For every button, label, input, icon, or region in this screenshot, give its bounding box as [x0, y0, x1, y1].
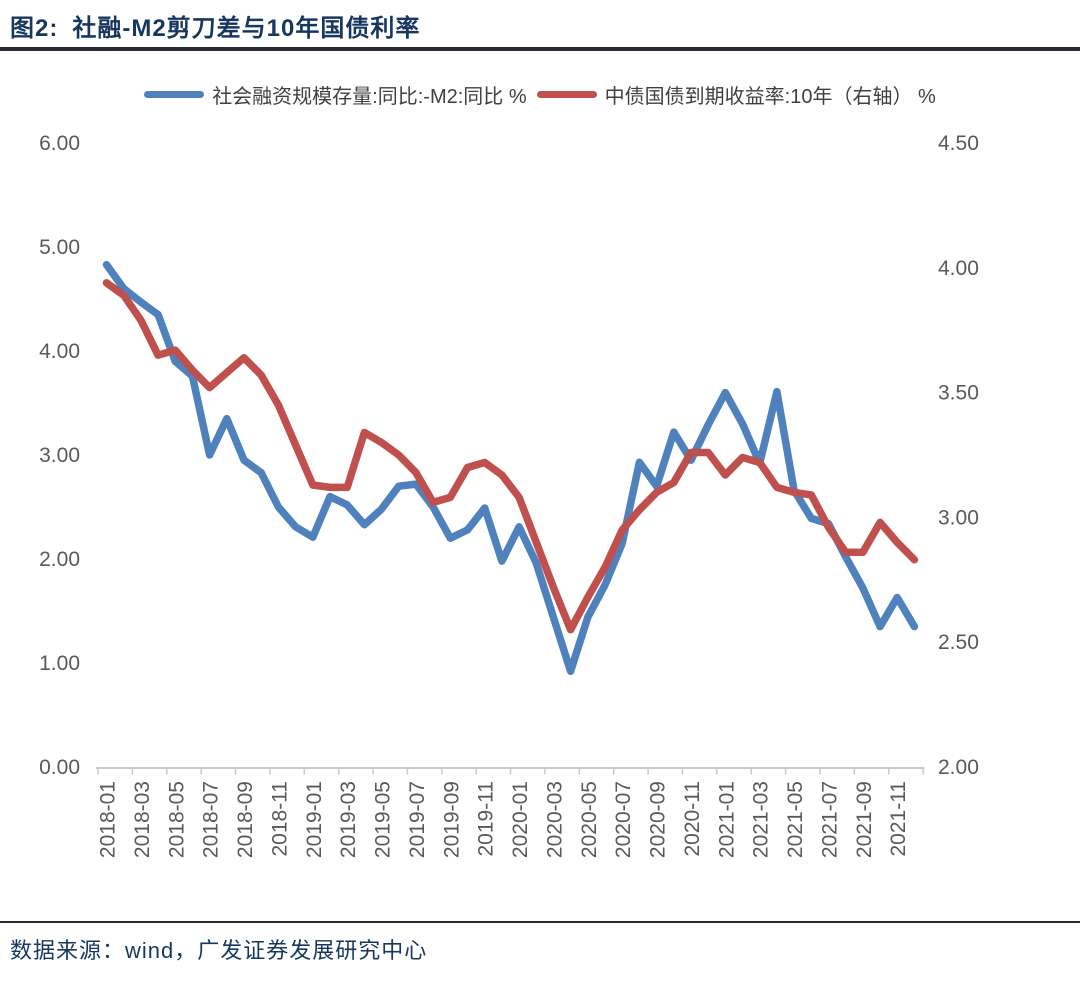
svg-text:4.50: 4.50: [938, 132, 979, 155]
legend-item-bond-yield: 中债国债到期收益率:10年（右轴） %: [536, 80, 936, 109]
svg-text:2020-07: 2020-07: [612, 781, 635, 858]
svg-text:2020-11: 2020-11: [681, 781, 704, 857]
right-axis-tick-labels: 4.50 4.00 3.50 3.00 2.50 2.00: [938, 132, 979, 779]
svg-text:2021-01: 2021-01: [715, 781, 738, 858]
svg-text:2018-07: 2018-07: [200, 781, 223, 858]
svg-text:2018-01: 2018-01: [97, 781, 120, 858]
svg-text:2018-11: 2018-11: [268, 781, 291, 857]
svg-text:3.00: 3.00: [39, 444, 80, 467]
series-line-sf-m2: [102, 260, 919, 676]
svg-text:2021-11: 2021-11: [887, 781, 910, 857]
svg-text:0.00: 0.00: [39, 756, 80, 779]
page-title: 图2: 社融-M2剪刀差与10年国债利率: [10, 8, 420, 43]
svg-text:2.00: 2.00: [39, 548, 80, 571]
svg-text:1.00: 1.00: [39, 652, 80, 675]
left-axis-tick-labels: 6.00 5.00 4.00 3.00 2.00 1.00 0.00: [39, 132, 80, 779]
footer-divider-rule: [0, 921, 1080, 923]
svg-text:2020-09: 2020-09: [647, 781, 670, 858]
svg-text:2021-07: 2021-07: [818, 781, 841, 858]
svg-text:2020-01: 2020-01: [509, 781, 532, 858]
svg-text:4.00: 4.00: [39, 340, 80, 363]
title-divider-rule: [0, 47, 1080, 51]
figure-title: 社融-M2剪刀差与10年国债利率: [72, 15, 421, 42]
svg-text:2020-03: 2020-03: [543, 781, 566, 858]
svg-text:2021-05: 2021-05: [784, 781, 807, 858]
legend-label-bond-yield: 中债国债到期收益率:10年（右轴） %: [604, 86, 936, 108]
svg-text:2019-03: 2019-03: [337, 781, 360, 858]
legend-swatch-blue: [144, 91, 205, 98]
svg-text:2019-07: 2019-07: [406, 781, 429, 858]
svg-text:2019-05: 2019-05: [372, 781, 395, 858]
svg-text:2018-05: 2018-05: [165, 781, 188, 858]
data-source-note: 数据来源：wind，广发证券发展研究中心: [10, 938, 428, 963]
svg-text:2020-05: 2020-05: [578, 781, 601, 858]
svg-text:3.50: 3.50: [938, 382, 979, 405]
legend-swatch-red: [536, 91, 597, 98]
series-line-bond-yield: [102, 279, 919, 634]
series-lines: [102, 260, 919, 676]
svg-text:3.00: 3.00: [938, 506, 979, 529]
x-axis: [96, 767, 925, 775]
chart-legend: 社会融资规模存量:同比:-M2:同比 % 中债国债到期收益率:10年（右轴） %: [0, 80, 1080, 109]
svg-text:2019-01: 2019-01: [303, 781, 326, 858]
svg-text:2021-03: 2021-03: [750, 781, 773, 858]
legend-label-sf-m2: 社会融资规模存量:同比:-M2:同比 %: [212, 86, 527, 108]
line-chart: 6.00 5.00 4.00 3.00 2.00 1.00 0.00 4.50 4.00 3.5…: [39, 132, 979, 858]
figure-number: 图2:: [10, 15, 59, 42]
svg-text:2018-09: 2018-09: [234, 781, 257, 858]
svg-text:2019-09: 2019-09: [440, 781, 463, 858]
legend-item-sf-m2: 社会融资规模存量:同比:-M2:同比 %: [144, 80, 527, 109]
svg-text:2.00: 2.00: [938, 756, 979, 779]
x-axis-tick-labels: 2018-01 2018-03 2018-05 2018-07 2018-09 2018-…: [97, 781, 911, 858]
svg-text:2021-09: 2021-09: [853, 781, 876, 858]
svg-text:5.00: 5.00: [39, 236, 80, 259]
svg-text:2019-11: 2019-11: [475, 781, 498, 857]
svg-text:6.00: 6.00: [39, 132, 80, 155]
svg-text:2018-03: 2018-03: [131, 781, 154, 858]
svg-text:2.50: 2.50: [938, 631, 979, 654]
svg-text:4.00: 4.00: [938, 257, 979, 280]
